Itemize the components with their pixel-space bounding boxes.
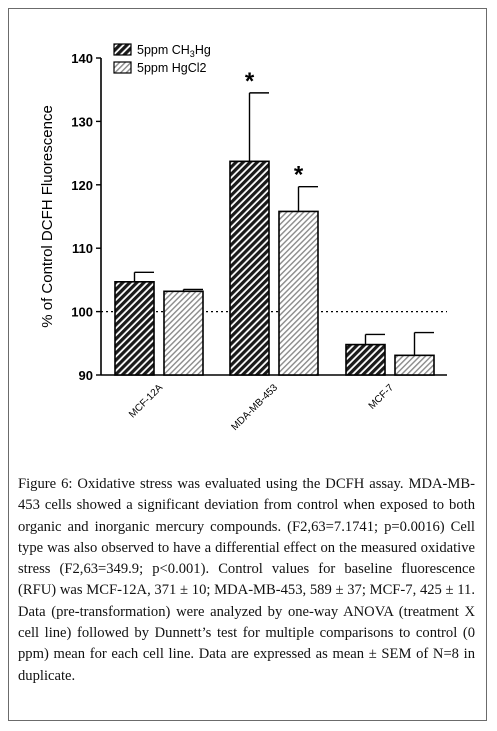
y-tick-label: 140 <box>71 51 93 66</box>
bar <box>394 354 435 376</box>
legend-label-subscript: 3 <box>190 49 195 59</box>
y-tick-label: 120 <box>71 178 93 193</box>
x-tick-label: MCF-7 <box>367 382 397 412</box>
legend-label-part: Hg <box>195 43 211 57</box>
bar <box>163 290 204 376</box>
significance-marker: * <box>294 162 304 189</box>
legend-swatch-hgcl2 <box>113 61 132 74</box>
y-tick-label: 130 <box>71 114 93 129</box>
legend-label-ch3hg: 5ppm CH3Hg <box>137 43 211 59</box>
caption-text: Oxidative stress was evaluated using the… <box>18 476 475 684</box>
bar-chart: 90 100 110 120 130 140 % of Control DCFH Fluor… <box>39 43 447 433</box>
significance-marker: * <box>245 68 255 95</box>
bar <box>278 210 319 376</box>
bar <box>345 343 386 376</box>
y-tick-label: 100 <box>71 305 93 320</box>
legend-label-part: 5ppm CH <box>137 43 190 57</box>
legend-swatch-ch3hg <box>113 43 132 56</box>
y-axis-label: % of Control DCFH Fluorescence <box>39 105 56 328</box>
y-tick-label: 110 <box>72 241 93 256</box>
figure-caption: Figure 6: Oxidative stress was evaluated… <box>18 474 475 687</box>
bar <box>229 160 270 376</box>
x-tick-label: MCF-12A <box>127 382 165 420</box>
x-tick-label: MDA-MB-453 <box>230 382 281 433</box>
caption-label: Figure 6: <box>18 476 73 492</box>
legend-label-hgcl2: 5ppm HgCl2 <box>137 61 207 75</box>
y-tick-label: 90 <box>79 368 93 383</box>
bar <box>114 281 155 376</box>
